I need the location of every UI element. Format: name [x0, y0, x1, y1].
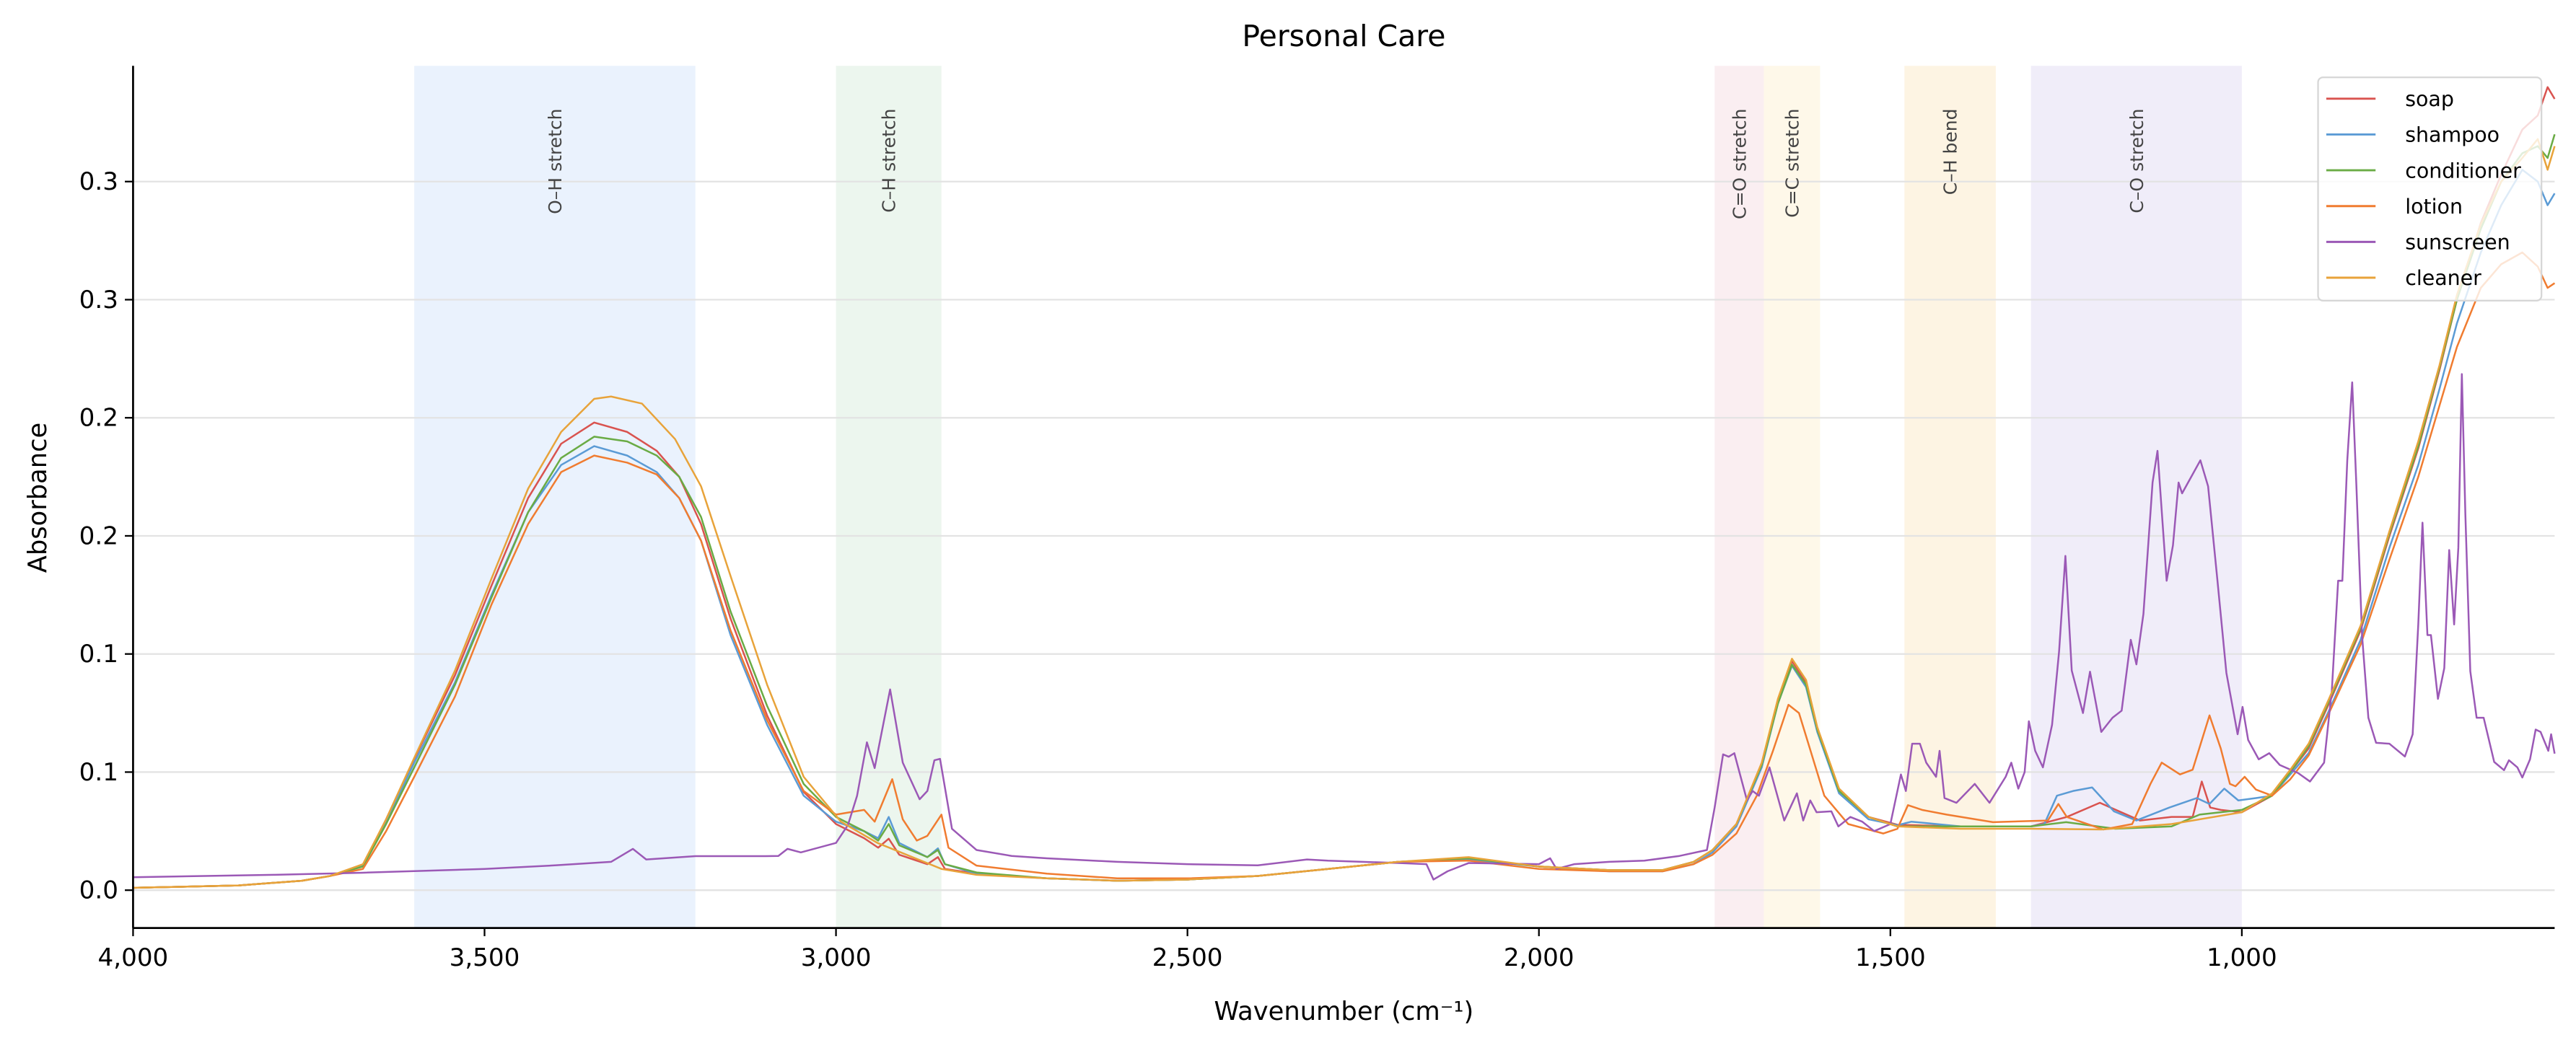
- y-tick-label: 0.0: [79, 876, 118, 905]
- band-region: [2030, 66, 2242, 928]
- legend: soap shampoo conditioner lotion sunscreen cle…: [2317, 76, 2543, 301]
- series-layer: [133, 86, 2556, 889]
- series-line-sunscreen: [133, 373, 2556, 881]
- y-tick-label: 0.1: [79, 758, 118, 787]
- legend-label: lotion: [2405, 195, 2463, 219]
- y-tick-label: 0.2: [79, 521, 118, 550]
- series-line-cleaner: [133, 138, 2556, 889]
- y-tick-label: 0.3: [79, 167, 118, 196]
- band-region: [1904, 66, 1996, 928]
- x-axis-label: Wavenumber (cm⁻¹): [1214, 997, 1474, 1026]
- legend-label: shampoo: [2405, 123, 2500, 147]
- x-tick-label: 3,500: [450, 943, 520, 972]
- band-label: C=O stretch: [1729, 108, 1750, 219]
- band-label: C–H stretch: [879, 108, 900, 212]
- x-tick-label: 3,000: [801, 943, 872, 972]
- legend-label: conditioner: [2405, 159, 2521, 182]
- band-label: C=C stretch: [1782, 108, 1803, 217]
- chart-title: Personal Care: [1242, 19, 1445, 53]
- band-region: [836, 66, 942, 928]
- y-axis-label: Absorbance: [23, 423, 53, 573]
- legend-label: cleaner: [2405, 266, 2481, 290]
- y-tick-label: 0.3: [79, 286, 118, 314]
- x-tick-label: 1,500: [1855, 943, 1926, 972]
- band-label: O–H stretch: [545, 108, 566, 213]
- band-region: [1714, 66, 1764, 928]
- y-tick-label: 0.1: [79, 640, 118, 669]
- x-tick-label: 4,000: [98, 943, 169, 972]
- legend-label: sunscreen: [2405, 231, 2510, 255]
- y-tick-label: 0.2: [79, 404, 118, 433]
- axes-layer: 4,000 3,500 3,000 2,500 2,000 1,500 1,000 0.0 0.…: [79, 66, 2555, 972]
- band-region: [414, 66, 696, 928]
- band-region: [1764, 66, 1821, 928]
- legend-frame: [2317, 76, 2543, 301]
- series-line-lotion: [133, 251, 2556, 889]
- legend-label: soap: [2405, 87, 2454, 111]
- band-layer: [414, 66, 2242, 928]
- series-line-shampoo: [133, 169, 2556, 889]
- grid-layer: [133, 180, 2555, 891]
- band-label: C–H bend: [1940, 108, 1961, 195]
- band-label-layer: O–H stretch C–H stretch C=O stretch C=C str…: [545, 108, 2147, 219]
- x-tick-label: 2,500: [1152, 943, 1223, 972]
- x-tick-label: 1,000: [2207, 943, 2277, 972]
- band-label: C–O stretch: [2126, 108, 2147, 213]
- x-tick-label: 2,000: [1504, 943, 1574, 972]
